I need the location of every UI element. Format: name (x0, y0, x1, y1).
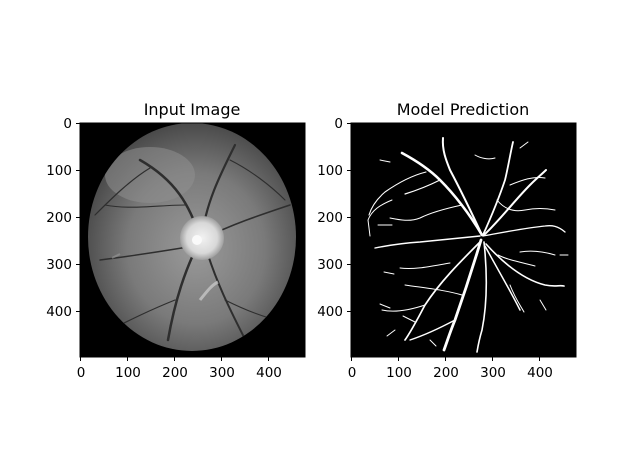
prediction-panel: Model Prediction (317, 100, 577, 381)
prediction-x-tick-label: 300 (480, 365, 506, 381)
input-y-tick-label: 0 (63, 116, 72, 132)
prediction-y-tick-label: 300 (317, 257, 343, 273)
prediction-y-tick-label: 100 (317, 163, 343, 179)
input-x-tick-label: 300 (209, 365, 235, 381)
input-y-tick-label: 100 (46, 163, 72, 179)
prediction-vessel-map (351, 123, 576, 357)
input-x-tick-label: 0 (77, 365, 86, 381)
input-x-tick-label: 400 (256, 365, 282, 381)
input-image-title: Input Image (144, 100, 241, 119)
input-x-tick-label: 200 (162, 365, 188, 381)
prediction-axes-frame (350, 122, 577, 358)
prediction-title: Model Prediction (397, 100, 530, 119)
input-fundus-image (80, 123, 305, 357)
input-y-ticks (76, 123, 80, 312)
input-x-tick-label: 100 (115, 365, 141, 381)
prediction-x-ticks (351, 357, 540, 361)
prediction-x-tick-label: 0 (348, 365, 357, 381)
input-y-tick-label: 400 (46, 304, 72, 320)
prediction-x-tick-label: 200 (433, 365, 459, 381)
input-axes-frame (79, 122, 306, 358)
input-image-panel: Input Image (46, 100, 306, 381)
prediction-y-tick-label: 400 (317, 304, 343, 320)
prediction-x-tick-label: 100 (386, 365, 412, 381)
prediction-y-tick-label: 200 (317, 210, 343, 226)
input-y-tick-label: 300 (46, 257, 72, 273)
input-x-ticks (80, 357, 269, 361)
input-y-tick-label: 200 (46, 210, 72, 226)
prediction-y-tick-label: 0 (334, 116, 343, 132)
prediction-x-tick-label: 400 (527, 365, 553, 381)
prediction-y-ticks (347, 123, 351, 312)
